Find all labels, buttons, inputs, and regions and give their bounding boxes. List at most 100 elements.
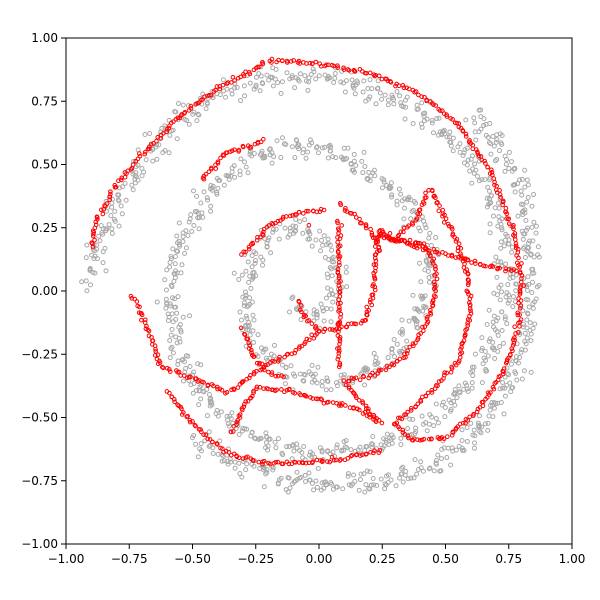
data-point bbox=[375, 85, 381, 91]
data-point bbox=[301, 211, 306, 216]
data-point bbox=[322, 144, 328, 150]
data-point bbox=[109, 230, 115, 236]
data-point bbox=[478, 430, 484, 436]
data-point bbox=[377, 90, 383, 96]
data-point bbox=[325, 155, 331, 161]
data-point bbox=[529, 203, 535, 209]
data-point bbox=[508, 266, 514, 272]
data-point bbox=[468, 308, 473, 314]
data-point bbox=[229, 91, 235, 97]
data-point bbox=[364, 451, 369, 457]
data-point bbox=[330, 254, 336, 260]
data-point bbox=[232, 465, 238, 471]
data-point bbox=[337, 236, 343, 241]
data-point bbox=[348, 161, 354, 167]
data-point bbox=[468, 420, 474, 426]
data-point bbox=[419, 437, 425, 443]
data-point bbox=[264, 386, 269, 391]
data-point bbox=[407, 416, 413, 422]
data-point bbox=[427, 253, 433, 259]
data-point bbox=[501, 243, 507, 249]
data-point bbox=[336, 329, 341, 334]
data-point bbox=[284, 444, 290, 450]
data-point bbox=[92, 237, 97, 243]
data-point bbox=[171, 304, 177, 310]
data-point bbox=[129, 182, 135, 188]
data-point bbox=[361, 374, 367, 380]
data-point bbox=[209, 187, 215, 193]
data-point bbox=[100, 231, 106, 237]
data-point bbox=[249, 253, 255, 259]
data-point bbox=[524, 248, 530, 254]
data-point bbox=[369, 230, 375, 236]
data-point bbox=[473, 137, 479, 143]
data-point bbox=[274, 387, 279, 393]
data-point bbox=[215, 451, 221, 457]
data-point bbox=[300, 460, 306, 466]
data-point bbox=[401, 229, 406, 235]
data-point bbox=[421, 328, 426, 334]
data-point bbox=[243, 313, 249, 319]
data-point bbox=[422, 267, 428, 273]
data-point bbox=[170, 246, 176, 252]
data-point bbox=[173, 334, 179, 340]
data-point bbox=[499, 309, 505, 315]
data-point bbox=[338, 315, 343, 320]
data-point bbox=[178, 373, 183, 378]
data-point bbox=[118, 177, 124, 183]
data-point bbox=[258, 151, 264, 157]
data-point bbox=[241, 404, 247, 410]
data-point bbox=[487, 407, 493, 413]
data-point bbox=[307, 60, 313, 66]
data-point bbox=[509, 168, 515, 174]
data-point bbox=[494, 274, 500, 280]
data-point bbox=[249, 264, 255, 270]
data-point bbox=[294, 212, 299, 217]
data-point bbox=[340, 486, 346, 492]
data-point bbox=[327, 451, 333, 457]
data-point bbox=[236, 147, 242, 153]
data-point bbox=[336, 250, 341, 255]
data-point bbox=[331, 457, 337, 463]
data-point bbox=[369, 86, 375, 92]
data-point bbox=[336, 364, 342, 370]
data-point bbox=[310, 66, 316, 72]
data-point bbox=[417, 244, 423, 249]
data-point bbox=[296, 58, 302, 64]
data-point bbox=[204, 195, 210, 201]
data-point bbox=[449, 433, 455, 438]
data-point bbox=[376, 450, 382, 455]
data-point bbox=[406, 435, 411, 441]
data-point bbox=[313, 145, 319, 151]
data-point bbox=[339, 285, 345, 291]
data-point bbox=[453, 255, 459, 260]
data-point bbox=[252, 141, 258, 147]
data-point bbox=[511, 226, 516, 232]
data-point bbox=[165, 317, 171, 323]
data-point bbox=[378, 476, 384, 482]
data-point bbox=[479, 335, 485, 341]
data-point bbox=[477, 428, 483, 434]
data-point bbox=[292, 390, 298, 396]
data-point bbox=[458, 251, 463, 256]
data-point bbox=[414, 102, 420, 108]
data-point bbox=[383, 367, 389, 373]
data-point bbox=[514, 268, 519, 274]
data-point bbox=[395, 233, 401, 239]
data-point bbox=[496, 205, 502, 211]
data-point bbox=[457, 390, 463, 396]
data-point bbox=[207, 403, 213, 409]
data-point bbox=[204, 413, 210, 419]
data-point bbox=[472, 440, 478, 446]
data-point bbox=[519, 209, 525, 215]
data-point bbox=[514, 341, 520, 347]
data-point bbox=[282, 225, 288, 231]
data-point bbox=[331, 79, 337, 85]
data-point bbox=[526, 304, 532, 310]
data-point bbox=[289, 73, 295, 79]
data-point bbox=[289, 144, 295, 150]
data-point bbox=[314, 484, 320, 490]
data-point bbox=[367, 70, 373, 76]
data-point bbox=[388, 436, 394, 442]
data-point bbox=[211, 383, 216, 389]
